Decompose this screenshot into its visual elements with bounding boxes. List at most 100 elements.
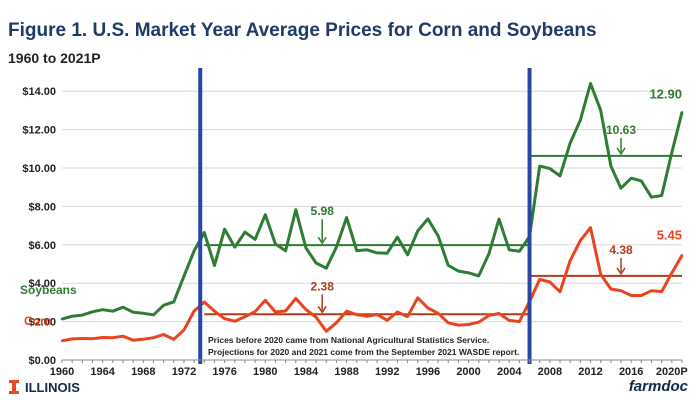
source-note-line: Prices before 2020 came from National Ag… <box>208 335 489 345</box>
data-point-soybeans <box>375 251 379 255</box>
data-point-soybeans <box>386 252 389 255</box>
data-point-soybeans <box>243 230 247 234</box>
data-point-soybeans <box>670 151 674 154</box>
data-point-soybeans <box>284 249 287 252</box>
x-tick-label: 1988 <box>334 366 358 378</box>
data-point-soybeans <box>538 164 541 168</box>
data-point-soybeans <box>294 208 297 211</box>
data-point-soybeans <box>304 246 308 250</box>
data-point-soybeans <box>365 248 369 251</box>
data-point-soybeans <box>436 234 440 237</box>
y-tick-label: $4.00 <box>28 278 56 290</box>
data-point-soybeans <box>558 174 562 178</box>
average-label: 10.63 <box>606 123 636 137</box>
block-i-logo-icon <box>9 380 19 394</box>
x-tick-label: 1972 <box>172 366 196 378</box>
data-point-corn <box>355 313 358 316</box>
data-point-corn <box>121 334 125 338</box>
data-point-soybeans <box>253 238 257 241</box>
data-point-corn <box>477 320 480 324</box>
data-point-corn <box>619 289 623 292</box>
x-tick-label: 1964 <box>90 366 115 378</box>
data-point-corn <box>589 226 592 229</box>
x-tick-label: 1992 <box>375 366 399 378</box>
x-tick-label: 2020P <box>656 366 688 378</box>
average-label: 2.38 <box>311 279 335 293</box>
data-point-corn <box>406 315 409 318</box>
data-point-corn <box>579 239 582 242</box>
data-point-soybeans <box>101 308 104 311</box>
data-point-soybeans <box>81 313 84 317</box>
data-point-soybeans <box>223 228 226 231</box>
y-tick-label: $6.00 <box>28 240 56 252</box>
data-point-corn <box>304 308 308 311</box>
data-point-soybeans <box>477 274 480 278</box>
data-point-soybeans <box>650 195 653 199</box>
data-point-soybeans <box>457 269 460 273</box>
data-point-corn <box>314 315 318 319</box>
x-tick-label: 2000 <box>456 366 480 378</box>
y-tick-label: $10.00 <box>22 163 56 175</box>
x-tick-label: 1996 <box>416 366 440 378</box>
data-point-corn <box>457 323 460 327</box>
data-point-corn <box>416 296 419 299</box>
x-tick-label: 2008 <box>538 366 562 378</box>
average-arrow-head-icon <box>317 305 327 314</box>
data-point-corn <box>335 321 338 324</box>
data-point-soybeans <box>406 253 409 256</box>
data-point-soybeans <box>568 141 572 145</box>
data-point-corn <box>640 294 643 297</box>
average-arrow-head-icon <box>616 267 626 276</box>
data-point-soybeans <box>579 118 582 122</box>
data-point-corn <box>548 280 552 284</box>
data-point-soybeans <box>335 245 338 249</box>
data-point-soybeans <box>345 216 348 219</box>
legend-soybeans: Soybeans <box>20 283 77 297</box>
data-point-soybeans <box>467 271 470 275</box>
data-point-soybeans <box>91 310 94 314</box>
data-point-corn <box>325 330 328 333</box>
series-lines <box>60 82 684 343</box>
source-note-line: Projections for 2020 and 2021 come from … <box>208 347 519 357</box>
chart-title: Figure 1. U.S. Market Year Average Price… <box>8 20 597 41</box>
end-value-label-soybeans: 12.90 <box>649 86 682 101</box>
data-point-corn <box>264 299 267 302</box>
data-point-corn <box>253 310 257 313</box>
data-point-soybeans <box>487 252 491 256</box>
data-point-soybeans <box>325 267 328 270</box>
data-point-soybeans <box>264 213 267 216</box>
data-point-corn <box>101 336 104 339</box>
data-point-corn <box>680 254 684 257</box>
data-point-corn <box>142 338 145 341</box>
data-point-corn <box>396 310 399 314</box>
illinois-brand-text: ILLINOIS <box>25 379 80 395</box>
x-tick-label: 1984 <box>294 366 319 378</box>
data-point-soybeans <box>640 179 643 183</box>
average-label: 4.38 <box>609 243 633 257</box>
data-point-corn <box>538 278 541 281</box>
legend-corn: Corn <box>24 314 52 328</box>
y-tick-label: $8.00 <box>28 201 56 213</box>
data-point-soybeans <box>233 245 236 249</box>
data-point-soybeans <box>111 310 115 313</box>
data-point-soybeans <box>121 306 125 309</box>
data-point-corn <box>568 259 572 262</box>
data-point-corn <box>436 312 440 315</box>
data-point-corn <box>70 337 74 341</box>
data-point-soybeans <box>548 167 552 170</box>
series-line-corn <box>61 226 684 343</box>
data-point-corn <box>243 315 247 318</box>
x-tick-label: 1976 <box>212 366 236 378</box>
data-point-corn <box>81 337 84 340</box>
x-tick-label: 2016 <box>619 366 643 378</box>
data-point-corn <box>508 319 511 322</box>
data-point-soybeans <box>599 109 602 112</box>
data-point-corn <box>558 290 562 294</box>
data-point-corn <box>284 309 287 313</box>
data-point-corn <box>162 333 165 336</box>
data-point-corn <box>487 314 491 317</box>
data-point-corn <box>60 339 64 342</box>
data-point-corn <box>152 336 155 339</box>
y-tick-label: $0.00 <box>28 355 56 367</box>
